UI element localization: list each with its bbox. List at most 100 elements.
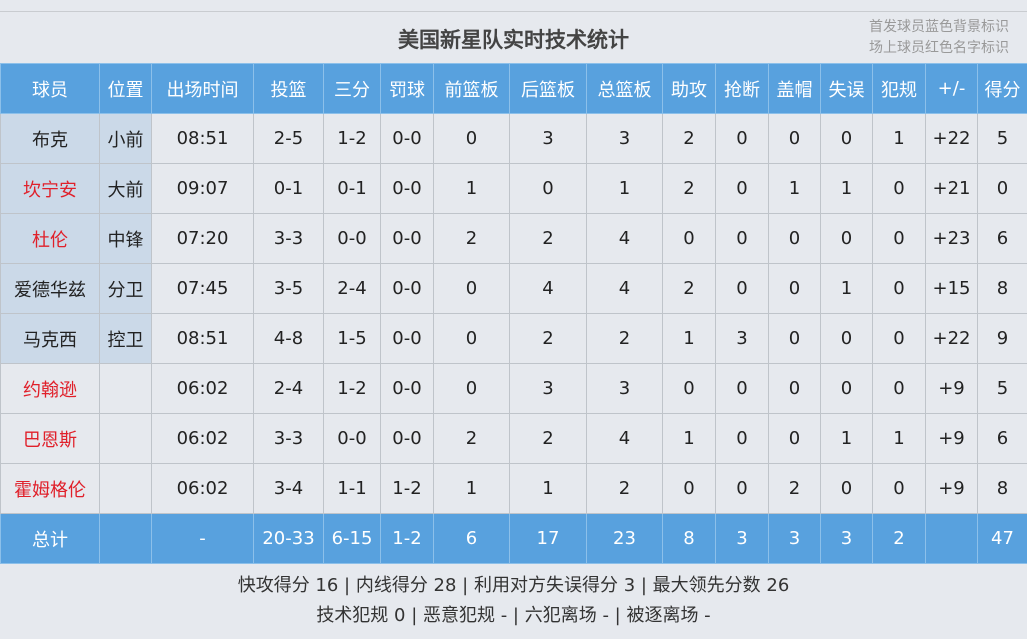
stat-cell: 3-5 — [253, 263, 324, 314]
player-row: 爱德华兹 分卫 07:45 3-5 2-4 0-0 0 4 4 2 0 0 1 0 +15 8 — [0, 263, 1027, 314]
column-header[interactable]: 得分 — [977, 63, 1027, 114]
stat-cell: 0 — [433, 113, 510, 164]
stat-cell: 8 — [977, 263, 1027, 314]
column-header[interactable]: 犯规 — [872, 63, 926, 114]
stat-cell: 1 — [768, 163, 821, 214]
stat-cell: 0 — [715, 463, 769, 514]
header-row: 球员 位置 出场时间 投篮 三分 罚球 前篮板 后篮板 总篮板 助攻 抢断 盖帽 失误 犯规 +/- 得分 — [0, 63, 1027, 114]
column-header[interactable]: 助攻 — [662, 63, 716, 114]
stat-cell: 1 — [820, 263, 873, 314]
stat-cell: 0 — [820, 213, 873, 264]
stat-cell: 0 — [433, 363, 510, 414]
stat-cell: 0 — [715, 213, 769, 264]
player-row: 约翰逊 06:02 2-4 1-2 0-0 0 3 3 0 0 0 0 0 +9 5 — [0, 363, 1027, 414]
stat-cell: 2 — [586, 313, 663, 364]
player-name[interactable]: 坎宁安 — [0, 163, 100, 214]
stat-cell: +9 — [925, 463, 978, 514]
stat-cell: 2 — [509, 413, 587, 464]
stat-cell: 2 — [586, 463, 663, 514]
stat-cell: 4 — [586, 263, 663, 314]
stat-cell: 0 — [872, 213, 926, 264]
stat-cell: 0 — [715, 163, 769, 214]
stat-cell: 4 — [586, 213, 663, 264]
column-header[interactable]: 三分 — [323, 63, 381, 114]
total-cell: 17 — [509, 513, 587, 564]
stat-cell: 0 — [768, 213, 821, 264]
stat-cell: 0 — [820, 313, 873, 364]
player-row: 马克西 控卫 08:51 4-8 1-5 0-0 0 2 2 1 3 0 0 0 +22 9 — [0, 313, 1027, 364]
stat-cell: 1 — [433, 463, 510, 514]
stat-cell: 分卫 — [99, 263, 152, 314]
column-header[interactable]: 投篮 — [253, 63, 324, 114]
stat-cell: 0 — [820, 363, 873, 414]
total-cell: 23 — [586, 513, 663, 564]
stat-cell: 2-5 — [253, 113, 324, 164]
column-header[interactable]: 出场时间 — [151, 63, 254, 114]
player-name[interactable]: 巴恩斯 — [0, 413, 100, 464]
stat-cell: 08:51 — [151, 113, 254, 164]
stat-cell: 大前 — [99, 163, 152, 214]
stat-cell: 0 — [872, 163, 926, 214]
stat-cell: 6 — [977, 213, 1027, 264]
player-name[interactable]: 霍姆格伦 — [0, 463, 100, 514]
stat-cell: 07:20 — [151, 213, 254, 264]
stat-cell: 5 — [977, 363, 1027, 414]
column-header[interactable]: 盖帽 — [768, 63, 821, 114]
player-name[interactable]: 马克西 — [0, 313, 100, 364]
stat-cell: 3 — [715, 313, 769, 364]
stat-cell: 1 — [433, 163, 510, 214]
column-header[interactable]: +/- — [925, 63, 978, 114]
stat-cell: 1 — [586, 163, 663, 214]
stat-cell: 0 — [768, 363, 821, 414]
stat-cell: 0 — [768, 413, 821, 464]
total-cell: 3 — [820, 513, 873, 564]
column-header[interactable]: 抢断 — [715, 63, 769, 114]
stat-cell: 中锋 — [99, 213, 152, 264]
stat-cell: 0 — [872, 463, 926, 514]
total-row: 总计 -20-33 6-15 1-2 6 17 23 8 3 3 3 2 47 — [0, 513, 1027, 564]
column-header[interactable]: 后篮板 — [509, 63, 587, 114]
stat-cell: 0 — [872, 363, 926, 414]
stat-cell: 0 — [433, 263, 510, 314]
stat-cell: +15 — [925, 263, 978, 314]
stat-cell: 0-0 — [380, 113, 434, 164]
column-header[interactable]: 球员 — [0, 63, 100, 114]
player-name[interactable]: 爱德华兹 — [0, 263, 100, 314]
column-header[interactable]: 位置 — [99, 63, 152, 114]
stat-cell: 0 — [662, 363, 716, 414]
column-header[interactable]: 失误 — [820, 63, 873, 114]
stat-cell: 5 — [977, 113, 1027, 164]
stat-cell: 9 — [977, 313, 1027, 364]
player-row: 巴恩斯 06:02 3-3 0-0 0-0 2 2 4 1 0 0 1 1 +9 6 — [0, 413, 1027, 464]
stat-cell: 1 — [509, 463, 587, 514]
stat-cell: 2 — [433, 413, 510, 464]
stat-cell: 0 — [872, 263, 926, 314]
player-row: 霍姆格伦 06:02 3-4 1-1 1-2 1 1 2 0 0 2 0 0 +9 8 — [0, 463, 1027, 514]
stat-cell: 0-1 — [253, 163, 324, 214]
stat-cell: 0 — [820, 463, 873, 514]
stat-cell: +22 — [925, 113, 978, 164]
column-header[interactable]: 罚球 — [380, 63, 434, 114]
stat-cell: +22 — [925, 313, 978, 364]
stat-cell: 8 — [977, 463, 1027, 514]
stat-cell: 6 — [977, 413, 1027, 464]
player-name[interactable]: 约翰逊 — [0, 363, 100, 414]
stat-cell: 1 — [872, 113, 926, 164]
stat-cell: 0 — [662, 463, 716, 514]
column-header[interactable]: 总篮板 — [586, 63, 663, 114]
player-name[interactable]: 布克 — [0, 113, 100, 164]
legend-starter: 首发球员蓝色背景标识 — [869, 19, 1009, 35]
player-name[interactable]: 杜伦 — [0, 213, 100, 264]
stat-cell: 0-0 — [380, 363, 434, 414]
stat-cell: 0-1 — [323, 163, 381, 214]
page-title: 美国新星队实时技术统计 — [398, 28, 629, 52]
player-row: 布克 小前 08:51 2-5 1-2 0-0 0 3 3 2 0 0 0 1 +22 5 — [0, 113, 1027, 164]
summary-line-2: 技术犯规 0 | 恶意犯规 - | 六犯离场 - | 被逐离场 - — [316, 605, 711, 626]
stat-cell: 4 — [586, 413, 663, 464]
stat-cell — [99, 363, 152, 414]
stat-cell: 06:02 — [151, 363, 254, 414]
total-cell: 47 — [977, 513, 1027, 564]
stat-cell: 2 — [509, 313, 587, 364]
stat-cell: 0-0 — [380, 263, 434, 314]
column-header[interactable]: 前篮板 — [433, 63, 510, 114]
